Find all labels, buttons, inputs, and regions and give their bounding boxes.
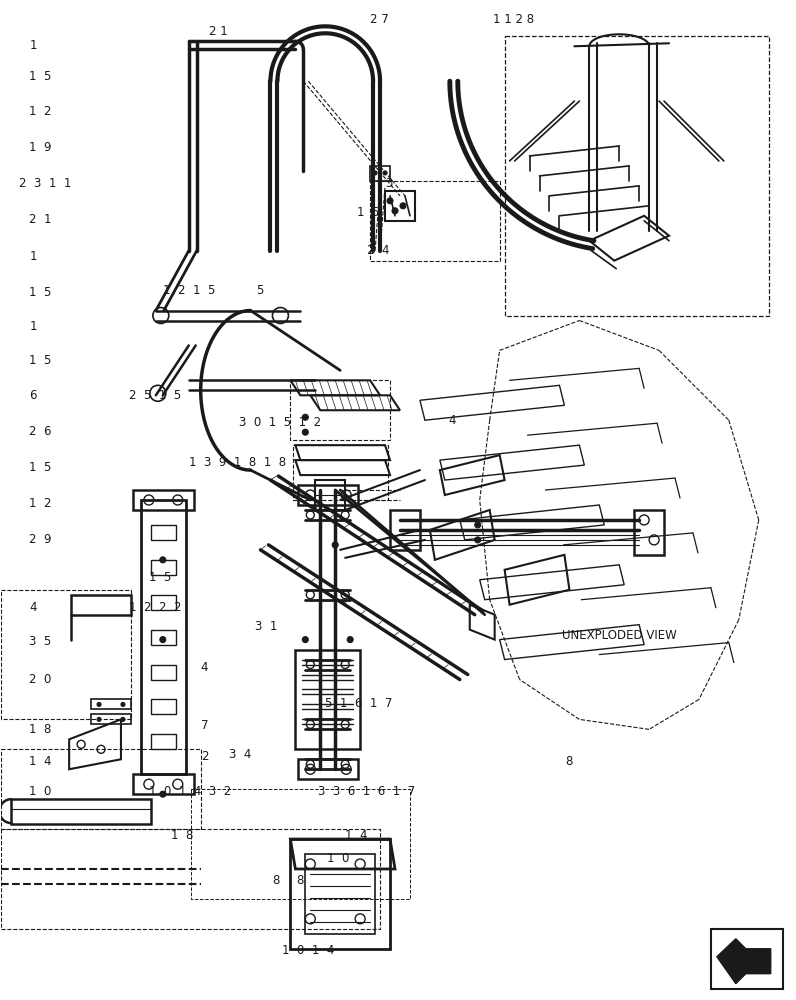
Text: 1  0  1  4  3  2: 1 0 1 4 3 2	[149, 785, 231, 798]
Text: 3  3  6  1  6  1  7: 3 3 6 1 6 1 7	[318, 785, 416, 798]
Text: 1: 1	[29, 39, 37, 52]
Text: 6: 6	[29, 389, 37, 402]
Text: 3  4: 3 4	[228, 748, 251, 761]
Text: 5  1  6  1  7: 5 1 6 1 7	[326, 697, 392, 710]
Text: 1  4: 1 4	[345, 829, 368, 842]
Polygon shape	[717, 939, 771, 984]
Text: 1  9: 1 9	[29, 141, 52, 154]
Circle shape	[347, 637, 353, 643]
Text: 8: 8	[272, 874, 280, 887]
Text: 1  4: 1 4	[29, 755, 52, 768]
Text: 2 7: 2 7	[370, 13, 389, 26]
Circle shape	[121, 717, 125, 721]
Text: 8: 8	[296, 874, 304, 887]
Circle shape	[160, 791, 166, 797]
Text: 2  1: 2 1	[29, 213, 52, 226]
Text: UNEXPLODED VIEW: UNEXPLODED VIEW	[563, 629, 677, 642]
Circle shape	[97, 717, 101, 721]
Circle shape	[387, 198, 393, 204]
Text: 2  5  1  5: 2 5 1 5	[129, 389, 181, 402]
Text: 1  0  1  4: 1 0 1 4	[283, 944, 335, 957]
Text: 2  6: 2 6	[29, 425, 52, 438]
Text: 5: 5	[256, 284, 263, 297]
Text: 1: 1	[29, 250, 37, 263]
Circle shape	[400, 203, 406, 209]
Text: 2  3  1  1: 2 3 1 1	[19, 177, 72, 190]
Circle shape	[97, 702, 101, 706]
Text: 2  9: 2 9	[29, 533, 52, 546]
Circle shape	[373, 171, 377, 175]
Text: 2  0: 2 0	[29, 673, 52, 686]
Circle shape	[392, 208, 398, 214]
Circle shape	[302, 429, 308, 435]
Text: 3  0  1  5  1  2: 3 0 1 5 1 2	[239, 416, 321, 429]
Text: 4: 4	[449, 414, 456, 427]
Text: 1 1 2 8: 1 1 2 8	[493, 13, 534, 26]
Text: 2 1: 2 1	[209, 25, 228, 38]
Text: 8: 8	[565, 755, 573, 768]
Circle shape	[332, 542, 338, 548]
Circle shape	[302, 414, 308, 420]
Text: 1  2: 1 2	[29, 497, 52, 510]
Text: 1  5: 1 5	[29, 70, 52, 83]
Text: 7: 7	[201, 719, 209, 732]
Circle shape	[302, 637, 308, 643]
Text: 1  2: 1 2	[29, 105, 52, 118]
Text: 2  4: 2 4	[367, 244, 389, 257]
Text: 1  5: 1 5	[149, 571, 171, 584]
Text: 1  5: 1 5	[357, 206, 380, 219]
Circle shape	[474, 522, 481, 528]
Circle shape	[383, 171, 387, 175]
Circle shape	[160, 557, 166, 563]
Text: 1  5: 1 5	[29, 461, 52, 474]
Text: 1  3  9  1  8  1  8: 1 3 9 1 8 1 8	[189, 456, 286, 469]
Text: 1  8: 1 8	[171, 829, 193, 842]
Text: 3  1: 3 1	[256, 620, 278, 633]
Text: 1  0: 1 0	[327, 852, 349, 865]
Text: 3  5: 3 5	[29, 635, 52, 648]
Circle shape	[474, 537, 481, 543]
Text: 1  8: 1 8	[29, 723, 52, 736]
Text: 1  5: 1 5	[29, 286, 52, 299]
Circle shape	[160, 637, 166, 643]
Text: 1  5: 1 5	[29, 354, 52, 367]
Circle shape	[121, 702, 125, 706]
Text: 1  0: 1 0	[29, 785, 52, 798]
Text: 1  2  1  5: 1 2 1 5	[163, 284, 215, 297]
Text: 2: 2	[201, 750, 209, 763]
Text: 4: 4	[29, 601, 37, 614]
Text: 3: 3	[385, 177, 392, 190]
Text: 1: 1	[29, 320, 37, 333]
Text: 4: 4	[201, 661, 209, 674]
Text: 1  2  2  2: 1 2 2 2	[129, 601, 181, 614]
